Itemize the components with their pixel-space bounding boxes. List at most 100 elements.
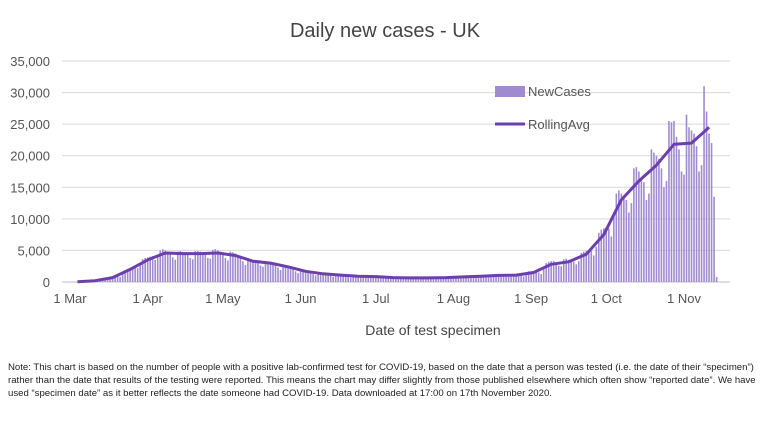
- bar-newcases: [176, 251, 179, 282]
- y-tick-label: 25,000: [10, 117, 50, 132]
- bar-newcases: [359, 276, 362, 282]
- bar-newcases: [204, 253, 207, 282]
- bar-newcases: [379, 276, 382, 282]
- bar-newcases: [660, 168, 663, 282]
- x-tick-label: 1 Mar: [53, 291, 87, 306]
- bar-newcases: [580, 252, 583, 282]
- bar-newcases: [304, 271, 307, 282]
- bar-newcases: [608, 228, 610, 282]
- bar-newcases: [116, 276, 119, 282]
- bar-newcases: [382, 277, 385, 282]
- bar-newcases: [264, 261, 267, 282]
- bar-newcases: [497, 275, 500, 282]
- bar-newcases: [425, 277, 427, 282]
- bar-newcases: [412, 277, 415, 282]
- x-tick-label: 1 Aug: [437, 291, 470, 306]
- bar-newcases: [592, 255, 595, 282]
- bar-newcases: [324, 273, 327, 282]
- bar-newcases: [713, 196, 715, 282]
- bar-newcases: [247, 258, 249, 282]
- bar-newcases: [227, 260, 229, 282]
- bar-newcases: [141, 259, 144, 282]
- bar-newcases: [477, 275, 480, 282]
- bar-newcases: [520, 275, 522, 282]
- bar-newcases: [151, 256, 154, 282]
- bar-newcases: [680, 171, 683, 282]
- bar-newcases: [197, 251, 199, 282]
- bar-newcases: [427, 277, 430, 282]
- bar-newcases: [570, 260, 573, 282]
- bar-newcases: [322, 273, 324, 282]
- bar-newcases: [663, 187, 665, 282]
- bar-newcases: [237, 254, 239, 282]
- bar-newcases: [329, 275, 332, 282]
- bar-newcases: [362, 276, 365, 282]
- legend-swatch-newcases: [495, 86, 525, 97]
- bar-newcases: [555, 262, 557, 282]
- bar-newcases: [189, 258, 192, 282]
- bar-newcases: [653, 152, 655, 282]
- bar-newcases: [307, 271, 309, 282]
- bar-newcases: [492, 274, 495, 282]
- bar-newcases: [131, 266, 134, 282]
- bar-newcases: [394, 277, 397, 282]
- bar-newcases: [547, 261, 550, 282]
- x-tick-label: 1 May: [205, 291, 241, 306]
- x-tick-label: 1 Nov: [667, 291, 701, 306]
- bar-newcases: [715, 276, 718, 282]
- bar-newcases: [146, 257, 149, 282]
- bar-newcases: [101, 280, 104, 282]
- bar-newcases: [638, 171, 640, 282]
- bar-newcases: [552, 261, 555, 282]
- bar-newcases: [665, 180, 668, 282]
- bar-newcases: [560, 266, 562, 282]
- bar-newcases: [207, 258, 209, 282]
- bar-newcases: [597, 232, 600, 282]
- bar-newcases: [542, 268, 545, 282]
- bar-newcases: [156, 257, 159, 282]
- bar-newcases: [645, 199, 648, 282]
- bar-newcases: [111, 277, 114, 282]
- bar-newcases: [252, 259, 254, 282]
- bar-newcases: [171, 257, 174, 282]
- bar-newcases: [257, 262, 259, 282]
- bar-newcases: [337, 274, 339, 282]
- bar-newcases: [181, 252, 184, 282]
- bar-newcases: [344, 275, 347, 282]
- bar-newcases: [442, 277, 445, 282]
- bar-newcases: [450, 277, 452, 282]
- bar-newcases: [505, 276, 507, 282]
- bar-newcases: [279, 270, 282, 282]
- bar-newcases: [354, 275, 357, 282]
- bar-newcases: [400, 278, 402, 282]
- bar-newcases: [565, 258, 568, 282]
- bar-newcases: [169, 252, 172, 282]
- chart-title: Daily new cases - UK: [290, 20, 481, 42]
- bar-newcases: [658, 158, 660, 282]
- bar-newcases: [184, 252, 187, 282]
- bar-newcases: [309, 272, 312, 282]
- bar-newcases: [472, 277, 475, 282]
- bar-newcases: [294, 271, 297, 282]
- bar-newcases: [585, 251, 588, 282]
- bar-newcases: [269, 262, 272, 282]
- bar-newcases: [422, 277, 425, 282]
- bar-newcases: [517, 274, 520, 282]
- bar-newcases: [572, 261, 575, 282]
- bar-newcases: [562, 259, 565, 282]
- bar-newcases: [174, 259, 177, 282]
- bar-newcases: [495, 274, 497, 282]
- bar-newcases: [500, 275, 502, 282]
- legend: NewCases RollingAvg: [495, 84, 591, 132]
- bar-newcases: [292, 268, 294, 282]
- bar-newcases: [199, 251, 202, 282]
- bar-newcases: [567, 259, 570, 282]
- y-tick-label: 15,000: [10, 180, 50, 195]
- bar-newcases: [532, 271, 535, 282]
- bar-newcases: [159, 250, 162, 282]
- bar-newcases: [430, 277, 432, 282]
- y-tick-label: 35,000: [10, 54, 50, 69]
- y-tick-label: 5,000: [17, 243, 50, 258]
- bar-newcases: [540, 274, 542, 282]
